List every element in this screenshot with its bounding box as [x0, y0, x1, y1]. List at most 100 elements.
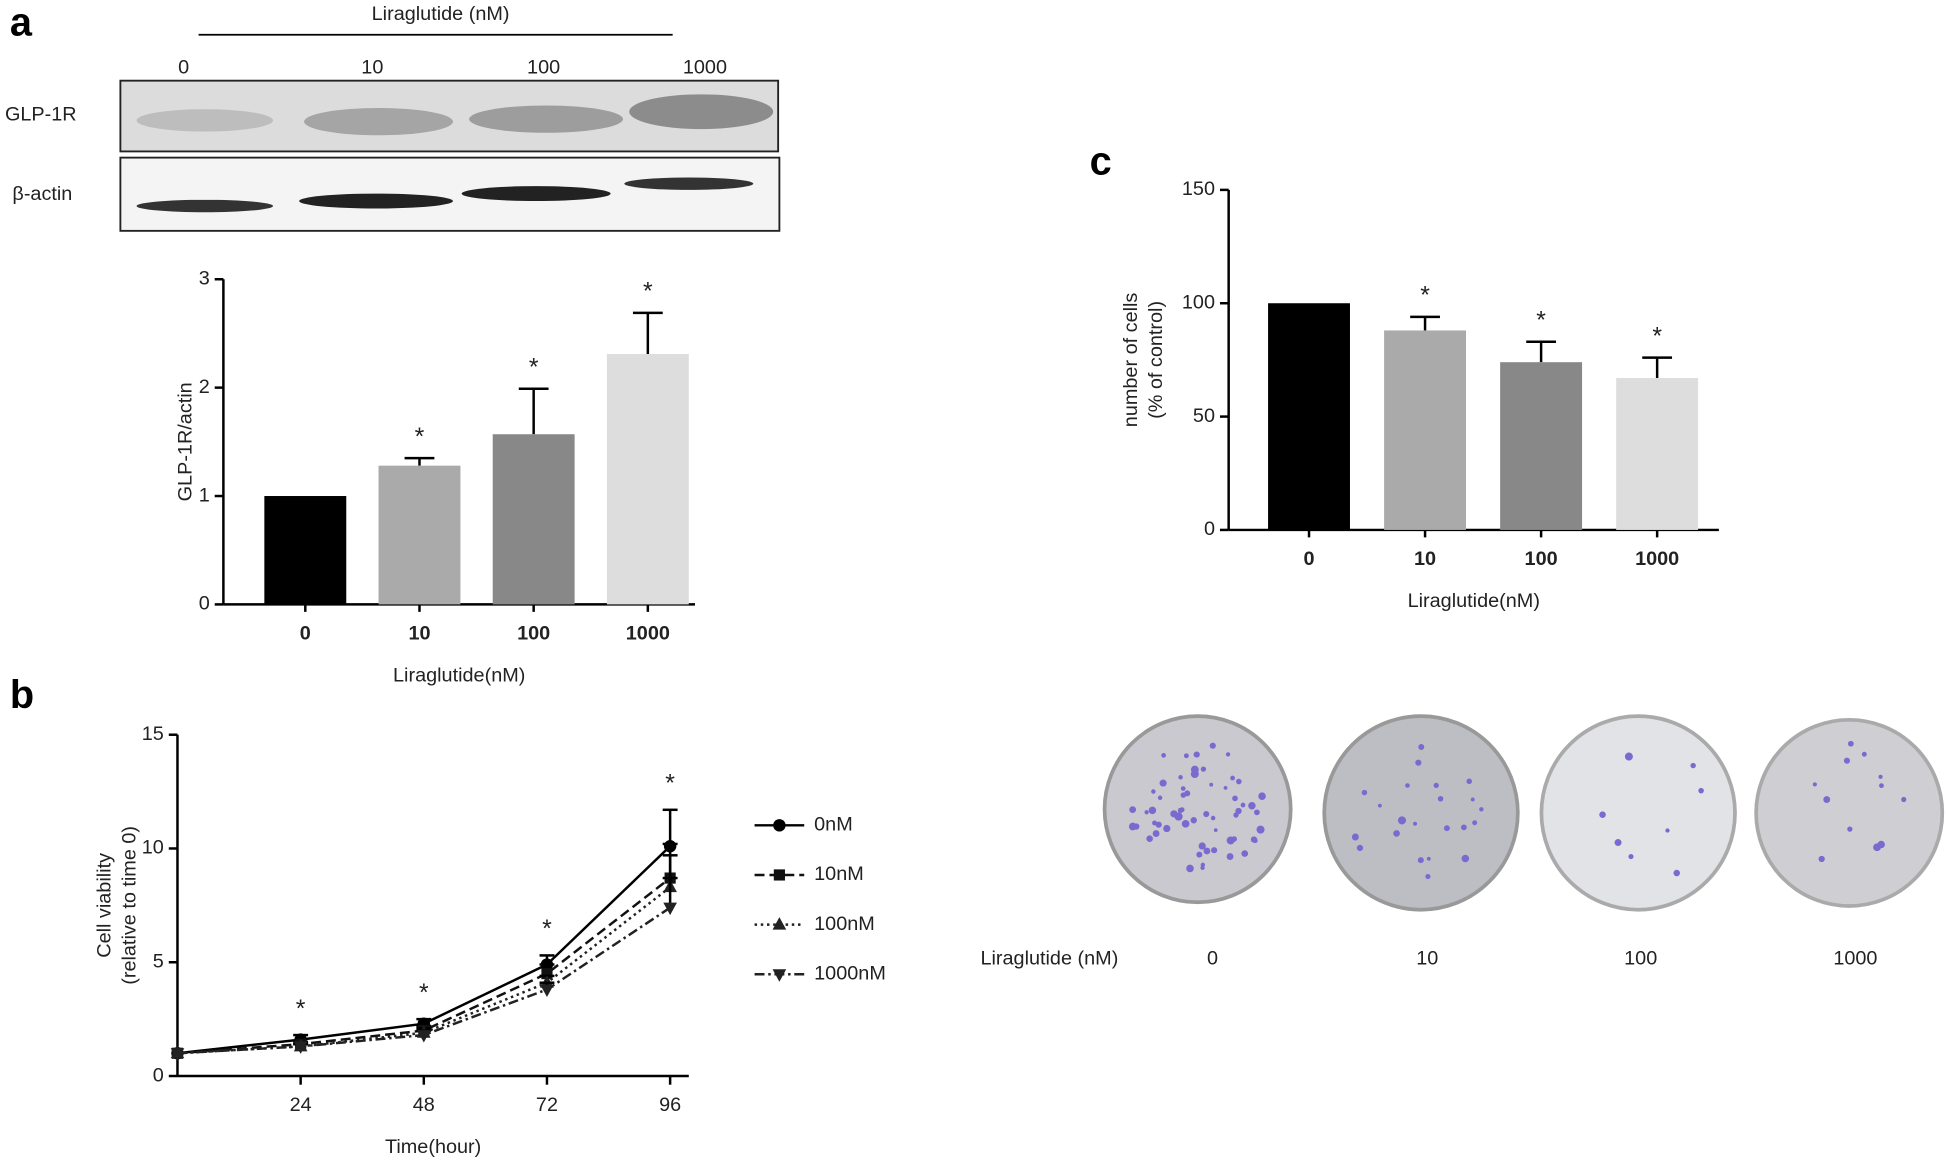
colony-dot: [1161, 752, 1167, 758]
marker: [773, 869, 785, 881]
marker: [416, 1030, 431, 1043]
colony-dot: [1461, 854, 1470, 863]
colony-dot: [1209, 782, 1214, 787]
colony-dot: [1861, 751, 1867, 757]
colony-dot: [1361, 789, 1368, 796]
bar: [264, 496, 347, 605]
y-tick-label: 50: [1193, 405, 1215, 427]
bar: [606, 354, 689, 605]
significance: *: [296, 996, 306, 1023]
colony-dot: [1186, 864, 1194, 873]
colony-dot: [1210, 815, 1216, 821]
colony-dot: [1413, 821, 1418, 826]
band: [469, 105, 624, 133]
colony-dot: [1157, 795, 1163, 800]
y-axis-label: (relative to time 0): [119, 826, 141, 985]
lane-label: 0: [178, 57, 189, 79]
colony-dot: [1155, 821, 1162, 828]
colony-dot: [1698, 787, 1704, 794]
colony-dot: [1812, 782, 1817, 787]
colony-dot: [1417, 857, 1424, 864]
colony-dot: [1180, 792, 1187, 798]
colony-dot: [1223, 785, 1228, 790]
panel-label: b: [10, 673, 34, 717]
colony-dot: [1144, 810, 1149, 815]
x-axis-label: Time(hour): [385, 1136, 481, 1158]
colony-dot: [1198, 842, 1206, 850]
colony-dot: [1178, 775, 1183, 780]
y-tick-label: 0: [153, 1064, 164, 1086]
colony-dot: [1472, 820, 1478, 826]
marker: [293, 1041, 308, 1054]
colony-dot: [1356, 844, 1364, 852]
colony-dot: [1232, 795, 1238, 802]
y-tick-label: 10: [142, 837, 164, 859]
y-tick-label: 2: [199, 376, 210, 398]
band: [136, 109, 274, 132]
colony-dot: [1351, 833, 1359, 841]
x-tick-label: 1000: [1635, 548, 1679, 570]
y-axis-label: (% of control): [1145, 301, 1167, 419]
colony-dot: [1418, 744, 1425, 751]
colony-dot: [1433, 782, 1439, 788]
colony-dot: [1200, 766, 1207, 772]
marker: [772, 917, 787, 930]
colony-dot: [1231, 836, 1237, 842]
colony-dot: [1443, 825, 1450, 832]
band: [461, 186, 611, 202]
x-axis-label: Liraglutide(nM): [1408, 590, 1540, 612]
colony-lane: 100: [1624, 948, 1657, 970]
significance: *: [1652, 323, 1662, 350]
legend-label: 100nM: [814, 913, 875, 935]
colony-dot: [1624, 752, 1633, 761]
colony-dot: [1823, 796, 1831, 803]
colony-dot: [1129, 806, 1137, 814]
blot-box: [119, 156, 781, 232]
band: [629, 94, 774, 130]
colony-dot: [1415, 759, 1422, 766]
colony-dot: [1879, 783, 1884, 789]
bar: [1500, 362, 1583, 530]
marker: [541, 968, 553, 980]
colony-dot: [1479, 807, 1484, 812]
western-blot: Liraglutide (nM) 0 10 100 1000 GLP-1R β-…: [5, 3, 781, 232]
colony-dot: [1254, 809, 1260, 816]
y-tick-label: 0: [199, 593, 210, 615]
y-tick-label: 3: [199, 267, 210, 289]
legend-label: 1000nM: [814, 962, 886, 984]
plate: [1754, 717, 1945, 908]
colony-dot: [1211, 847, 1218, 854]
colony-dot: [1437, 795, 1444, 802]
significance: *: [415, 424, 425, 451]
colony-dot: [1258, 792, 1266, 800]
colony-dot: [1152, 830, 1160, 837]
colony-dot: [1901, 796, 1907, 803]
legend-label: 0nM: [814, 814, 853, 836]
colony-dot: [1470, 797, 1475, 802]
colony-lane: 0: [1207, 948, 1218, 970]
x-axis-label: Liraglutide(nM): [393, 665, 525, 687]
colony-dot: [1209, 742, 1216, 749]
significance: *: [542, 916, 552, 943]
colony-dot: [1843, 757, 1850, 764]
y-axis-label: Cell viability: [94, 853, 116, 958]
colony-dot: [1460, 824, 1467, 831]
x-tick-label: 0: [1303, 548, 1314, 570]
y-tick-label: 100: [1182, 291, 1215, 313]
colony-dot: [1236, 778, 1242, 785]
colony-dot: [1200, 865, 1205, 870]
colony-dot: [1146, 835, 1153, 842]
band: [304, 107, 453, 136]
marker: [663, 902, 677, 916]
marker: [170, 1048, 185, 1061]
band: [136, 199, 274, 213]
colony-dot: [1690, 762, 1696, 769]
significance: *: [1536, 307, 1546, 334]
legend-label: 10nM: [814, 863, 864, 885]
colony-dot: [1252, 838, 1258, 844]
colony-lane: 10: [1416, 948, 1438, 970]
colony-dot: [1230, 775, 1235, 781]
colony-dot: [1213, 828, 1218, 833]
colony-dot: [1225, 752, 1231, 757]
bar: [378, 465, 461, 605]
